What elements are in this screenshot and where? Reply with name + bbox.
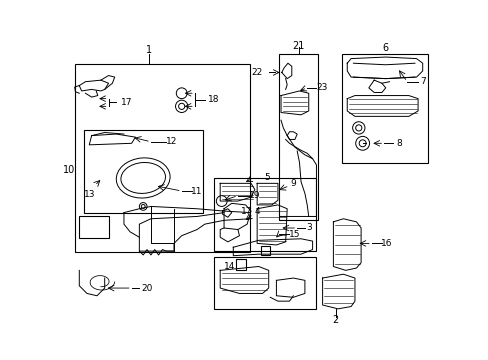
Text: 22: 22 bbox=[251, 68, 262, 77]
Text: 13: 13 bbox=[84, 190, 96, 199]
Text: 4: 4 bbox=[254, 207, 260, 216]
Text: 7: 7 bbox=[419, 77, 425, 86]
Text: 3: 3 bbox=[305, 224, 311, 233]
Bar bbox=[279, 54, 317, 220]
Bar bbox=[214, 257, 316, 309]
Text: 18: 18 bbox=[208, 95, 219, 104]
Bar bbox=[261, 246, 270, 255]
Text: 23: 23 bbox=[316, 84, 327, 93]
Text: 16: 16 bbox=[380, 239, 391, 248]
Text: 9: 9 bbox=[290, 179, 296, 188]
Text: 12: 12 bbox=[165, 137, 177, 146]
Bar bbox=[341, 54, 427, 163]
Text: 17: 17 bbox=[120, 98, 132, 107]
Bar bbox=[75, 64, 250, 252]
Text: 15: 15 bbox=[288, 230, 300, 239]
Text: 2: 2 bbox=[332, 315, 338, 325]
Text: 21: 21 bbox=[292, 41, 305, 50]
Bar bbox=[84, 130, 203, 213]
Text: 11: 11 bbox=[191, 186, 203, 195]
Text: 19: 19 bbox=[248, 191, 260, 200]
Text: 10: 10 bbox=[63, 165, 75, 175]
Text: 8: 8 bbox=[395, 139, 401, 148]
Bar bbox=[214, 178, 316, 251]
Text: 6: 6 bbox=[381, 43, 387, 53]
Text: 17: 17 bbox=[241, 207, 252, 216]
Text: 1: 1 bbox=[146, 45, 152, 55]
Text: 14: 14 bbox=[224, 262, 235, 271]
Bar bbox=[79, 216, 108, 238]
Text: 5: 5 bbox=[264, 174, 269, 183]
Bar bbox=[235, 259, 246, 270]
Text: 20: 20 bbox=[141, 284, 152, 293]
